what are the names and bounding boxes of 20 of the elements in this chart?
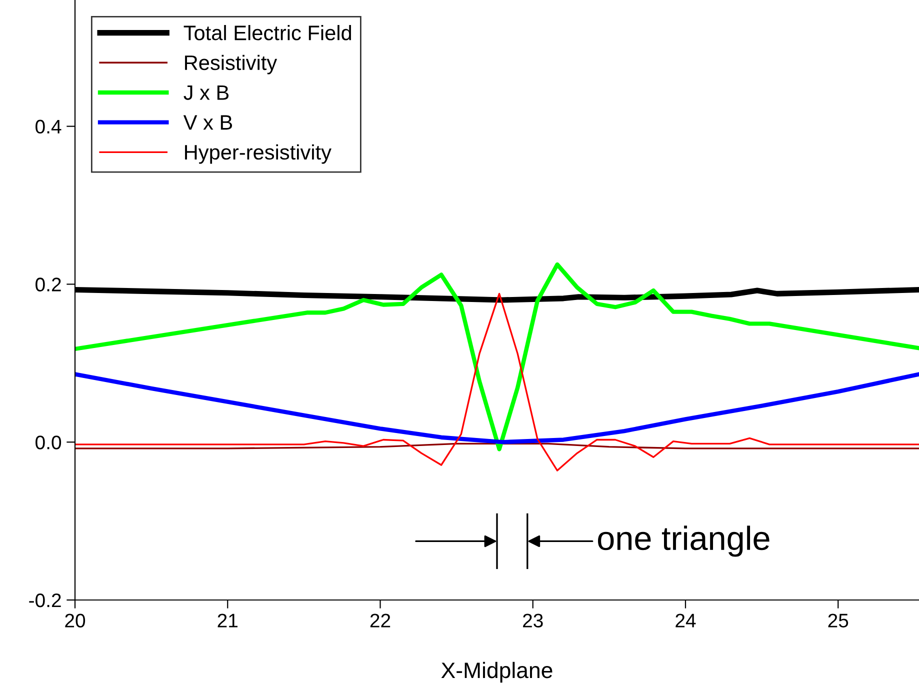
legend-label: Total Electric Field <box>184 25 352 40</box>
x-tick-label: 22 <box>370 614 390 628</box>
y-tick-label: 0.2 <box>36 278 61 292</box>
y-tick-label: 0.0 <box>36 436 62 450</box>
x-tick-label: 23 <box>523 614 543 628</box>
legend-label: Hyper-resistivity <box>185 144 332 164</box>
x-tick-label: 20 <box>65 614 86 628</box>
y-tick-label: -0.2 <box>29 593 61 608</box>
x-tick-label: 21 <box>218 614 238 628</box>
x-axis-title: X-Midplane <box>441 662 552 683</box>
line-series <box>75 292 919 472</box>
x-tick-label: 25 <box>828 614 848 628</box>
line-series <box>75 372 919 444</box>
line-series <box>75 262 919 452</box>
x-tick-label: 24 <box>676 614 696 628</box>
legend-label: Resistivity <box>185 54 278 74</box>
y-tick-label: 0.4 <box>36 120 62 134</box>
annotation: one triangle <box>598 526 770 557</box>
legend-label: J x B <box>184 85 229 100</box>
legend-label: V x B <box>183 115 232 130</box>
